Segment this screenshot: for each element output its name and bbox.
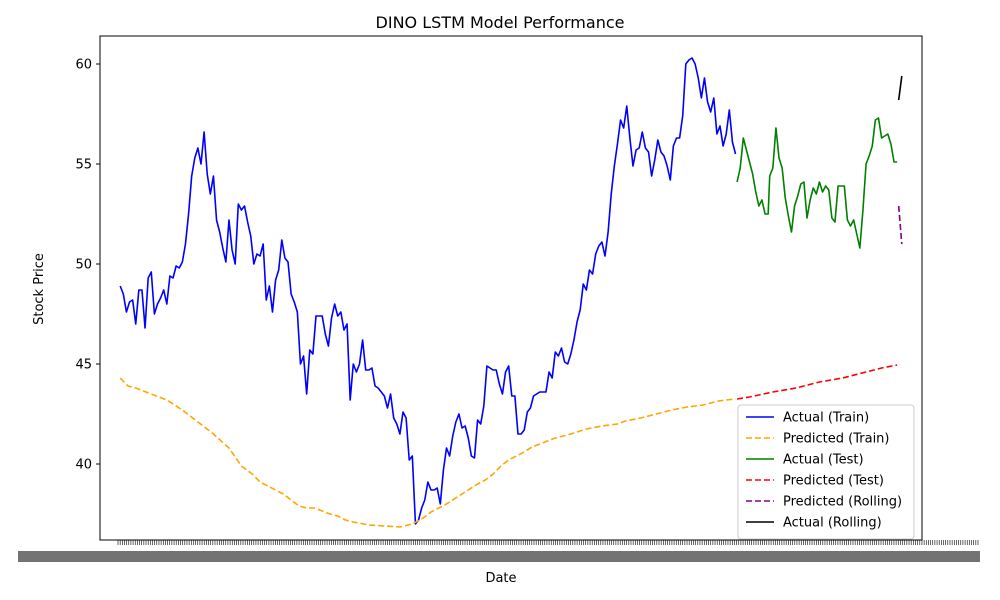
series-line-0 [119, 57, 737, 525]
legend-label: Actual (Rolling) [783, 516, 882, 531]
legend-label: Predicted (Train) [783, 432, 890, 447]
series-line-4 [897, 205, 903, 245]
legend-label: Actual (Train) [783, 411, 869, 426]
legend-label: Predicted (Rolling) [783, 495, 902, 510]
legend-box [737, 404, 915, 540]
x-ticks [18, 540, 980, 562]
legend-label: Actual (Test) [783, 453, 864, 468]
x-tick-marks [117, 540, 979, 545]
series-line-1 [119, 377, 736, 528]
y-axis-label: Stock Price [32, 253, 47, 325]
legend-label: Predicted (Test) [783, 474, 884, 489]
plot-area [119, 57, 903, 528]
x-tick-labels-overlap [18, 551, 980, 562]
y-ticks: 40 45 50 55 60 [75, 58, 100, 473]
x-axis-label: Date [485, 571, 516, 586]
series-line-2 [736, 117, 898, 249]
plot-frame [99, 35, 923, 541]
y-tick-label: 60 [75, 58, 92, 73]
legend: Actual (Train) Predicted (Train) Actual (T… [737, 404, 915, 540]
y-tick-label: 45 [75, 358, 92, 373]
y-tick-label: 50 [75, 258, 92, 273]
series-line-5 [897, 75, 903, 101]
y-tick-label: 55 [75, 158, 92, 173]
chart-title: DINO LSTM Model Performance [376, 13, 625, 32]
y-tick-label: 40 [75, 458, 92, 473]
series-line-3 [736, 364, 898, 400]
